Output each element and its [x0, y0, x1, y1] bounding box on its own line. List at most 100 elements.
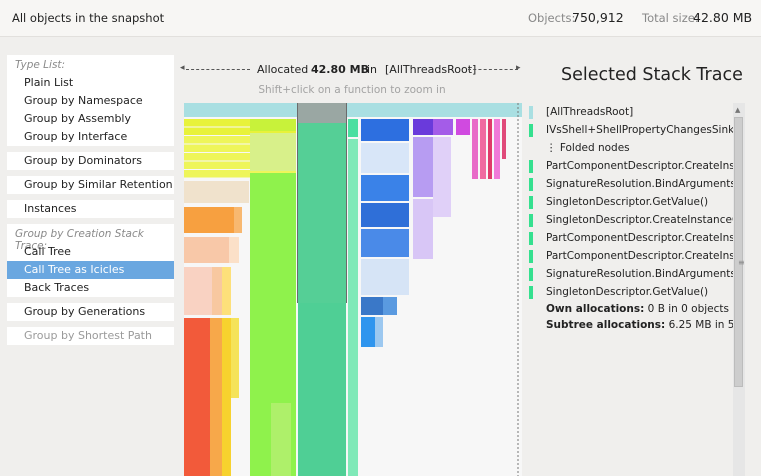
snapshot-title: All objects in the snapshot: [12, 11, 165, 25]
icicle-node[interactable]: [184, 237, 229, 263]
icicle-node[interactable]: [361, 297, 383, 315]
icicle-node[interactable]: [413, 137, 433, 197]
stack-frame[interactable]: SingletonDescriptor.GetValue(): [529, 283, 733, 301]
frame-color-chip: [529, 160, 533, 173]
objects-label: Objects:: [528, 11, 576, 25]
view-group-by-namespace[interactable]: Group by Namespace: [24, 94, 143, 107]
icicle-node[interactable]: [184, 119, 296, 127]
scroll-up-icon[interactable]: ▲: [735, 106, 741, 114]
icicle-node[interactable]: [502, 119, 506, 159]
stack-trace-list: [AllThreadsRoot] IVsShell+ShellPropertyC…: [529, 103, 733, 333]
stack-frame[interactable]: [AllThreadsRoot]: [529, 103, 733, 121]
stack-frame[interactable]: PartComponentDescriptor.CreateInstar: [529, 247, 733, 265]
icicle-node[interactable]: [433, 137, 451, 217]
icicle-node[interactable]: [271, 403, 291, 476]
icicle-node[interactable]: [361, 259, 409, 295]
icicle-node[interactable]: [413, 199, 433, 259]
icicle-node[interactable]: [361, 229, 409, 257]
folded-nodes[interactable]: ⋮ Folded nodes: [546, 142, 630, 154]
icicle-node[interactable]: [361, 119, 409, 141]
icicle-node[interactable]: [480, 119, 486, 179]
icicle-node[interactable]: [348, 119, 358, 137]
view-selector-sidebar: Type List: Plain List Group by Namespace…: [7, 55, 174, 351]
icicle-node[interactable]: [298, 123, 346, 303]
icicle-node[interactable]: [184, 127, 296, 136]
frame-color-chip: [529, 106, 533, 119]
icicle-node[interactable]: [222, 318, 231, 476]
icicle-node[interactable]: [184, 161, 296, 170]
icicle-node[interactable]: [184, 181, 249, 203]
icicle-node[interactable]: [212, 267, 222, 315]
icicle-node[interactable]: [413, 119, 433, 135]
icicle-node[interactable]: [250, 119, 296, 131]
stack-frame[interactable]: SignatureResolution.BindArguments(): [529, 265, 733, 283]
icicle-node[interactable]: [184, 170, 296, 178]
stack-frame[interactable]: PartComponentDescriptor.CreateInstar: [529, 229, 733, 247]
icicle-node[interactable]: [375, 317, 383, 347]
view-group-by-dominators[interactable]: Group by Dominators: [24, 154, 142, 167]
icicle-node[interactable]: [184, 136, 296, 144]
view-group-by-shortest-path[interactable]: Group by Shortest Path: [24, 329, 152, 342]
stack-frame[interactable]: SignatureResolution.BindArguments(): [529, 175, 733, 193]
icicle-node[interactable]: [348, 139, 358, 476]
icicle-node[interactable]: [488, 119, 492, 179]
icicle-node[interactable]: [297, 103, 298, 303]
icicle-node[interactable]: [361, 203, 409, 227]
frame-color-chip: [529, 250, 533, 263]
total-size-value: 42.80 MB: [693, 10, 753, 25]
view-call-tree-as-icicles[interactable]: Call Tree as Icicles: [7, 261, 174, 279]
scroll-thumb[interactable]: ≡: [734, 117, 745, 387]
icicle-node[interactable]: [494, 119, 500, 179]
stack-trace-title: Selected Stack Trace: [561, 65, 743, 85]
icicle-node[interactable]: [184, 207, 234, 233]
icicle-node[interactable]: [433, 119, 453, 135]
icicle-node[interactable]: [184, 267, 212, 315]
icicle-node[interactable]: [346, 103, 347, 303]
icicle-node[interactable]: [184, 153, 296, 161]
icicle-node[interactable]: [361, 175, 409, 201]
view-group-by-assembly[interactable]: Group by Assembly: [24, 112, 131, 125]
icicle-node[interactable]: [222, 267, 231, 315]
icicle-node[interactable]: [361, 143, 409, 173]
icicle-node[interactable]: [250, 133, 296, 171]
icicle-node[interactable]: [456, 119, 470, 135]
root-name: [AllThreadsRoot]: [385, 63, 477, 76]
stack-frame[interactable]: PartComponentDescriptor.CreateInstar: [529, 157, 733, 175]
view-group-by-generations[interactable]: Group by Generations: [24, 305, 146, 318]
view-back-traces[interactable]: Back Traces: [24, 281, 90, 294]
allocated-value: 42.80 MB: [311, 63, 369, 76]
frame-color-chip: [529, 214, 533, 227]
icicle-node[interactable]: [231, 318, 239, 398]
type-list-group: Type List: Plain List Group by Namespace…: [7, 55, 174, 146]
icicle-root-node[interactable]: [184, 103, 522, 117]
icicle-node[interactable]: [184, 144, 296, 153]
icicle-node[interactable]: [229, 237, 239, 263]
frame-color-chip: [529, 196, 533, 209]
icicle-node[interactable]: [361, 317, 375, 347]
stack-frame[interactable]: SingletonDescriptor.GetValue(): [529, 193, 733, 211]
creation-stack-group: Group by Creation Stack Trace: Call Tree…: [7, 224, 174, 297]
stack-frame[interactable]: IVsShell+ShellPropertyChangesSink.On: [529, 121, 733, 139]
frame-color-chip: [529, 178, 533, 191]
view-group-by-similar-retention[interactable]: Group by Similar Retention: [24, 178, 173, 191]
in-label: in: [367, 63, 378, 76]
frame-color-chip: [529, 124, 533, 137]
frame-color-chip: [529, 286, 533, 299]
icicle-canvas[interactable]: [184, 103, 522, 476]
own-allocations: Own allocations: 0 B in 0 objects: [546, 303, 729, 315]
icicle-node[interactable]: [383, 297, 397, 315]
icicle-node[interactable]: [298, 103, 346, 123]
icicle-node[interactable]: [210, 318, 222, 476]
left-extent-arrow: [186, 69, 250, 70]
view-group-by-interface[interactable]: Group by Interface: [24, 130, 128, 143]
stack-trace-scrollbar[interactable]: ▲ ≡: [733, 103, 745, 476]
icicle-node[interactable]: [184, 318, 210, 476]
icicle-chart[interactable]: [184, 103, 522, 476]
stack-frame[interactable]: SingletonDescriptor.CreateInstanceChe: [529, 211, 733, 229]
view-plain-list[interactable]: Plain List: [24, 76, 74, 89]
view-call-tree[interactable]: Call Tree: [24, 245, 71, 258]
icicle-node[interactable]: [472, 119, 478, 179]
view-instances[interactable]: Instances: [24, 202, 77, 215]
right-arrowhead-icon: ▸: [516, 63, 521, 73]
icicle-node[interactable]: [234, 207, 242, 233]
